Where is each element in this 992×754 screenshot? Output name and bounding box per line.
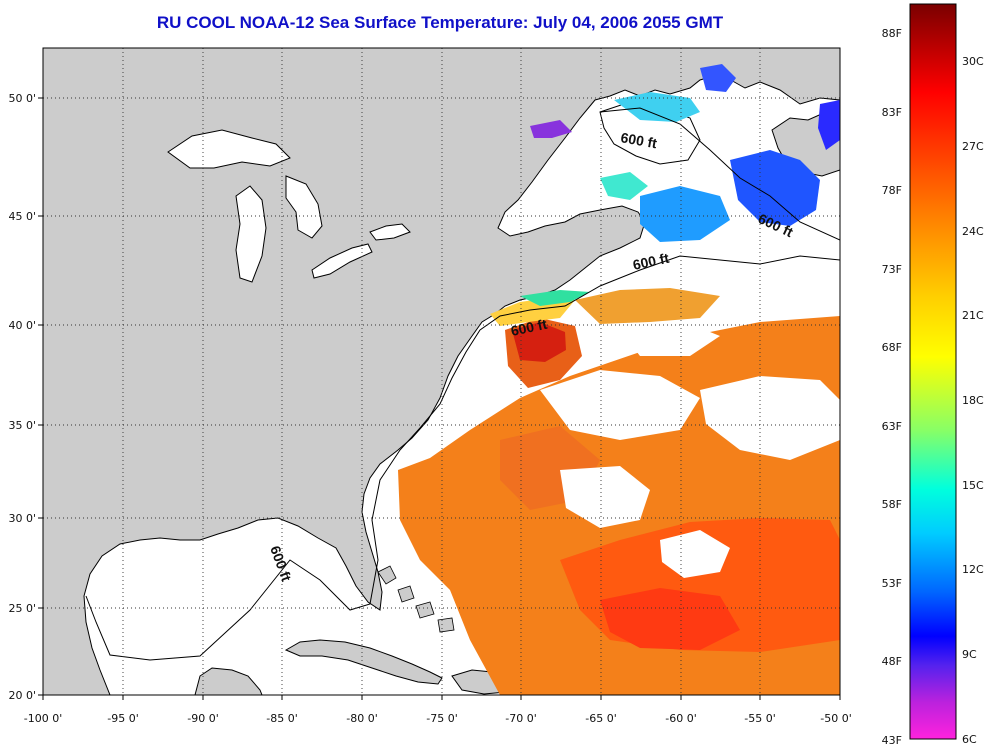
lon-label-85: -85 0'	[266, 712, 298, 725]
f-label-63: 63F	[882, 420, 902, 433]
lat-label-25: 25 0'	[8, 602, 36, 615]
c-label-18: 18C	[962, 394, 984, 407]
c-label-9: 9C	[962, 648, 977, 661]
f-label-48: 48F	[882, 655, 902, 668]
lake-superior	[167, 129, 291, 169]
c-label-12: 12C	[962, 563, 984, 576]
lon-label-60: -60 0'	[665, 712, 697, 725]
colorbar-gradient	[909, 3, 957, 740]
c-label-15: 15C	[962, 479, 984, 492]
lat-label-35: 35 0'	[8, 419, 36, 432]
lake-michigan	[235, 185, 267, 283]
lat-label-45: 45 0'	[8, 210, 36, 223]
c-label-27: 27C	[962, 140, 984, 153]
lon-label-55: -55 0'	[744, 712, 776, 725]
c-label-6: 6C	[962, 733, 977, 746]
colorbar: 88F 83F 78F 73F 68F 63F 58F 53F 48F 43F …	[882, 3, 984, 747]
lat-label-50: 50 0'	[8, 92, 36, 105]
lake-huron	[285, 175, 323, 239]
f-label-58: 58F	[882, 498, 902, 511]
contour-label-nj: 600 ft	[509, 316, 548, 339]
f-label-68: 68F	[882, 341, 902, 354]
isobath-600ft	[85, 255, 840, 661]
isobath-600ft-north	[599, 107, 840, 241]
c-label-30: 30C	[962, 55, 984, 68]
lon-label-65: -65 0'	[585, 712, 617, 725]
c-label-24: 24C	[962, 225, 984, 238]
sst-swath	[398, 64, 840, 695]
lat-label-30: 30 0'	[8, 512, 36, 525]
lat-label-40: 40 0'	[8, 319, 36, 332]
lon-label-90: -90 0'	[187, 712, 219, 725]
lat-label-20: 20 0'	[8, 689, 36, 702]
f-label-88: 88F	[882, 27, 902, 40]
lon-label-100: -100 0'	[24, 712, 62, 725]
contour-label-scotian: 600 ft	[619, 129, 658, 151]
island-cuba	[284, 639, 443, 685]
lake-ontario	[369, 223, 411, 241]
map-title: RU COOL NOAA-12 Sea Surface Temperature:…	[157, 13, 724, 32]
graticule	[43, 48, 840, 695]
f-label-78: 78F	[882, 184, 902, 197]
axis-ticks	[38, 97, 841, 700]
f-label-43: 43F	[882, 734, 902, 747]
land-yucatan	[194, 667, 263, 695]
f-label-73: 73F	[882, 263, 902, 276]
lon-label-50: -50 0'	[820, 712, 852, 725]
c-label-21: 21C	[962, 309, 984, 322]
lake-erie	[311, 243, 373, 279]
contour-label-gom: 600 ft	[631, 250, 670, 273]
f-label-83: 83F	[882, 106, 902, 119]
lon-label-70: -70 0'	[505, 712, 537, 725]
lon-label-80: -80 0'	[346, 712, 378, 725]
f-label-53: 53F	[882, 577, 902, 590]
map-panel: 600 ft 600 ft 600 ft 600 ft 600 ft	[8, 47, 852, 725]
bahamas-islands	[377, 565, 455, 633]
lon-label-95: -95 0'	[107, 712, 139, 725]
lon-label-75: -75 0'	[426, 712, 458, 725]
